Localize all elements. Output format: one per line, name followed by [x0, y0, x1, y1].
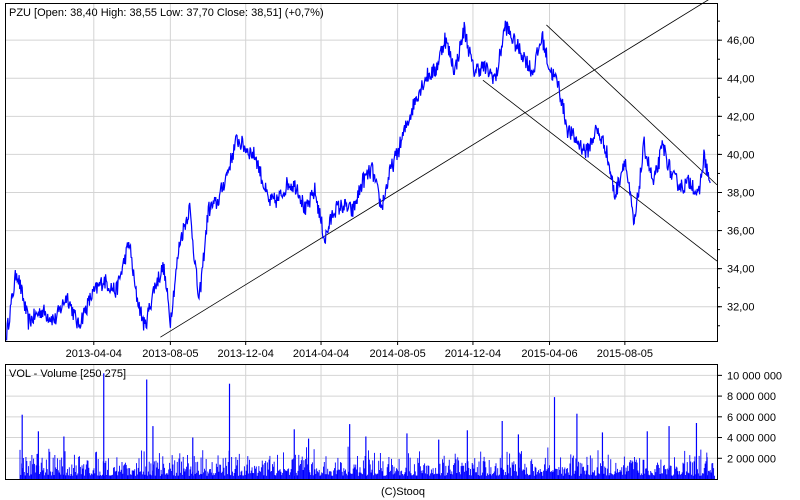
- trendline: [482, 79, 718, 262]
- price-panel-title: PZU [Open: 38,40 High: 38,55 Low: 37,70 …: [9, 7, 324, 19]
- price-x-tick-label: 2013-08-05: [142, 348, 198, 360]
- price-trendlines: [160, 0, 718, 338]
- trendline: [546, 24, 718, 186]
- volume-y-tick-label: 8 000 000: [727, 391, 776, 403]
- price-x-tick-label: 2015-08-05: [597, 348, 653, 360]
- price-y-axis: 32,00 34,00 36,00 38,00 40,00 42,00 44,00 46,00: [717, 20, 755, 327]
- price-line: [6, 20, 711, 341]
- volume-series: [19, 373, 715, 479]
- price-y-tick-label: 40,00: [727, 149, 755, 161]
- price-x-tick-label: 2014-04-04: [293, 348, 349, 360]
- volume-y-tick-label: 6 000 000: [727, 412, 776, 424]
- price-y-tick-label: 42,00: [727, 111, 755, 123]
- footer-credit: (C)Stooq: [381, 486, 425, 498]
- price-x-axis: 2013-04-04 2013-08-05 2013-12-04 2014-04-04…: [66, 341, 653, 360]
- price-x-tick-label: 2013-04-04: [66, 348, 122, 360]
- volume-panel-title: VOL - Volume [250 275]: [9, 368, 126, 380]
- price-y-tick-label: 44,00: [727, 73, 755, 85]
- price-x-tick-label: 2014-08-05: [369, 348, 425, 360]
- price-y-tick-label: 34,00: [727, 264, 755, 276]
- volume-y-tick-label: 2 000 000: [727, 453, 776, 465]
- price-x-tick-label: 2014-12-04: [445, 348, 501, 360]
- price-y-tick-label: 46,00: [727, 35, 755, 47]
- volume-y-tick-label: 10 000 000: [727, 370, 782, 382]
- volume-y-tick-label: 4 000 000: [727, 433, 776, 445]
- volume-grid: [6, 365, 717, 479]
- price-y-tick-label: 36,00: [727, 226, 755, 238]
- price-panel-frame: [5, 3, 718, 342]
- price-series: [6, 20, 711, 341]
- price-x-tick-label: 2015-04-06: [521, 348, 577, 360]
- trendline: [160, 0, 709, 338]
- volume-y-axis: 2 000 000 4 000 000 6 000 000 8 000 000 10 0…: [717, 370, 782, 465]
- price-y-tick-label: 38,00: [727, 187, 755, 199]
- price-x-tick-label: 2013-12-04: [218, 348, 274, 360]
- volume-panel-frame: [5, 364, 718, 480]
- price-y-tick-label: 32,00: [727, 302, 755, 314]
